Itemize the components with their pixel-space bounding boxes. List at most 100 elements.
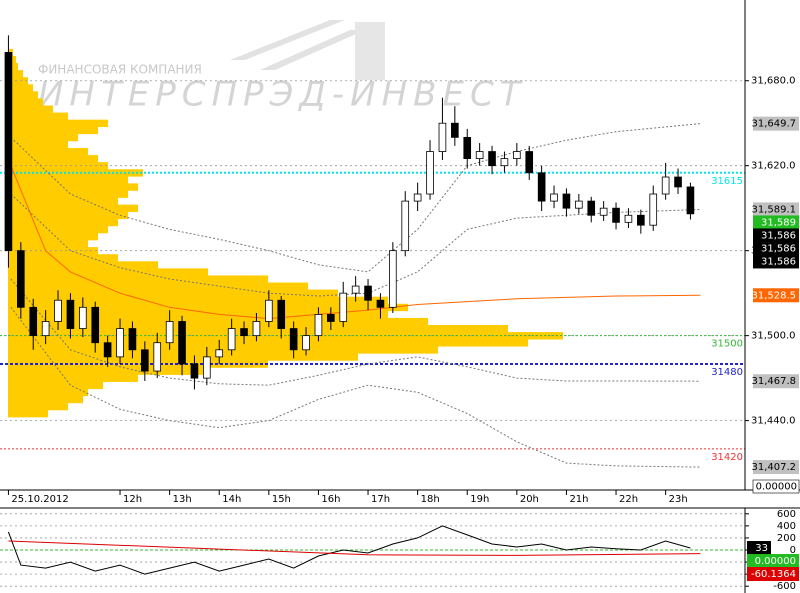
logo-stripe: [230, 20, 345, 60]
candle-body: [289, 328, 298, 351]
volume-profile-bar: [8, 317, 428, 326]
candle-body: [364, 285, 372, 301]
readout: 0.00000: [756, 482, 797, 493]
x-tick-label: 18h: [421, 494, 440, 505]
candle-body: [79, 306, 87, 329]
candle-body: [91, 306, 100, 344]
y-tick-label: 31,440.0: [751, 416, 796, 427]
candle-body: [438, 122, 447, 152]
volume-profile-bar: [8, 70, 23, 78]
price-tag-label: 31,407.2: [751, 462, 796, 473]
candle-body: [66, 299, 75, 329]
x-tick-label: 15h: [272, 494, 291, 505]
candle-body: [277, 299, 286, 329]
price-tag-label: 31,467.8: [751, 376, 796, 387]
volume-profile-bar: [8, 225, 108, 234]
indicator-line: [10, 278, 701, 386]
volume-profile-bar: [8, 63, 18, 71]
volume-profile-bar: [8, 155, 98, 163]
volume-profile-bar: [8, 169, 143, 177]
candle-body: [389, 250, 397, 308]
level-label: 31420: [711, 452, 743, 463]
volume-profile-bar: [8, 374, 138, 382]
price-tag: [753, 254, 799, 269]
volume-profile-bar: [8, 388, 88, 397]
candle-body: [203, 356, 211, 379]
price-tag: [747, 541, 771, 556]
y-tick-label: 31,500.0: [751, 331, 796, 342]
volume-profile-bar: [8, 268, 208, 276]
x-tick-label: 22h: [619, 494, 638, 505]
candle-body: [178, 321, 186, 365]
candle-body: [401, 200, 410, 252]
candle-body: [575, 200, 583, 209]
volume-profile-bar: [8, 409, 48, 418]
candle-body: [116, 328, 124, 358]
candle-body: [612, 207, 620, 223]
volume-profile-bar: [8, 381, 103, 390]
volume-profile-bar: [8, 303, 408, 312]
price-tag-label: 33: [755, 543, 768, 554]
candle-body: [265, 299, 273, 322]
volume-profile-bar: [8, 218, 118, 227]
candle-body: [500, 158, 509, 167]
candle-body: [351, 285, 360, 294]
volume-profile-bar: [8, 254, 118, 262]
y-tick-label: 0: [790, 545, 796, 556]
candle-body: [550, 193, 558, 202]
candle-body: [463, 136, 472, 160]
price-tag-label: 31,649.7: [751, 119, 796, 130]
y-tick-label: 400: [777, 521, 796, 532]
candle-body: [103, 342, 112, 358]
volume-profile-bar: [8, 190, 128, 198]
candle-body: [537, 172, 546, 202]
candle-body: [661, 176, 670, 195]
volume-profile-bar: [8, 197, 118, 205]
volume-profile-bar: [8, 275, 268, 283]
price-tag: [753, 374, 799, 389]
indicator-line: [10, 123, 701, 273]
x-tick-label: 12h: [123, 494, 142, 505]
candle-body: [327, 313, 335, 322]
price-tag: [753, 460, 799, 475]
candle-body: [165, 321, 174, 344]
volume-profile-bar: [8, 133, 78, 142]
candle-body: [4, 51, 13, 252]
volume-profile-bar: [8, 232, 98, 241]
y-tick-label: 31,680.0: [751, 76, 796, 87]
price-tag-label: 31,586: [761, 256, 796, 267]
candle-body: [128, 328, 137, 351]
candle-body: [17, 250, 25, 308]
volume-profile-bar: [8, 211, 128, 220]
candle-body: [29, 306, 38, 337]
volume-profile-bar: [8, 119, 108, 128]
volume-profile-bar: [8, 183, 138, 191]
candle-body: [252, 321, 261, 337]
candle-body: [475, 151, 484, 160]
candle-body: [426, 151, 434, 195]
candle-body: [562, 193, 571, 209]
volume-profile-bar: [8, 204, 138, 213]
candle-body: [153, 342, 162, 372]
candle-body: [525, 151, 534, 174]
watermark-text: ИНТЕРСПРЭД-ИНВЕСТ: [38, 75, 526, 115]
candle-body: [314, 313, 323, 337]
candle-body: [376, 299, 385, 308]
level-label: 31480: [711, 367, 743, 378]
volume-profile-bar: [8, 261, 158, 269]
x-tick-label: 17h: [371, 494, 390, 505]
volume-profile-bar: [8, 395, 83, 404]
price-tag: [753, 215, 799, 230]
indicator-line: [10, 306, 701, 468]
volume-profile-bar: [8, 240, 88, 248]
price-tag-label: 31,589.1: [751, 204, 796, 215]
candle-body: [54, 299, 62, 322]
x-tick-label: 23h: [669, 494, 688, 505]
watermark-text: ФИНАНСОВАЯ КОМПАНИЯ: [38, 63, 202, 77]
price-tag: [753, 116, 799, 131]
volume-profile-bar: [8, 402, 68, 411]
candle-body: [587, 200, 596, 216]
price-tag-label: 31,586: [761, 243, 796, 254]
volume-profile-bar: [8, 126, 98, 135]
